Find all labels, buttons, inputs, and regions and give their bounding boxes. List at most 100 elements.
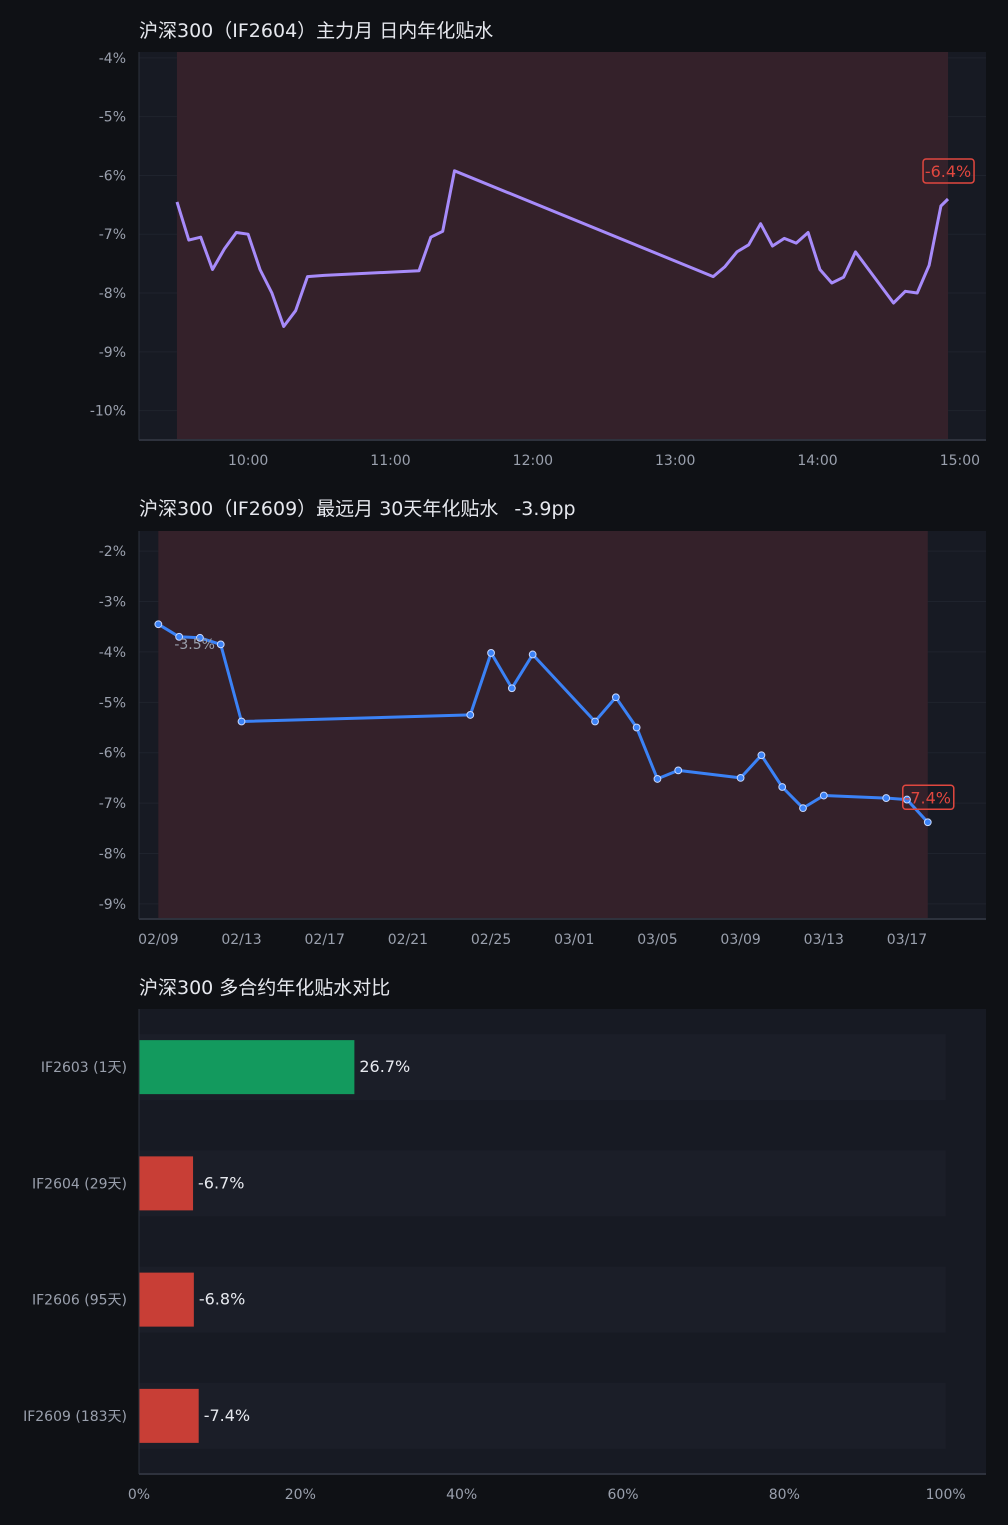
x-tick-label: 02/13 — [221, 932, 261, 948]
row-band — [139, 1266, 946, 1333]
data-point — [237, 717, 246, 726]
y-tick-label: -9% — [99, 897, 126, 913]
data-point — [778, 783, 787, 791]
y-tick-label: -5% — [99, 695, 126, 711]
intraday-y-ticks: -4% -5% -6% -7% -8% -9% -10% — [90, 51, 126, 420]
intraday-chart: 沪深300（IF2604）主力月 日内年化贴水 -4%-5%-6%-7%-8%-… — [90, 20, 986, 469]
data-point — [591, 717, 599, 726]
y-tick-label: -9% — [99, 345, 126, 361]
data-point — [736, 774, 745, 782]
x-tick-label: 60% — [607, 1487, 638, 1503]
y-tick-label: -2% — [99, 544, 126, 560]
bar — [139, 1040, 355, 1095]
intraday-last-value-annotation: -6.4% — [922, 158, 975, 184]
data-point — [466, 711, 475, 719]
y-tick-label: -5% — [99, 110, 126, 126]
x-tick-label: 03/17 — [887, 932, 927, 948]
x-tick-label: 0% — [128, 1487, 150, 1503]
intraday-negative-fill — [176, 52, 949, 440]
y-tick-label: -7% — [99, 796, 126, 812]
term-change-label: -3.9pp — [514, 498, 575, 520]
data-point — [674, 766, 683, 775]
y-tick-label: -8% — [99, 846, 126, 862]
bar-value-label: -7.4% — [204, 1406, 250, 1425]
data-point — [632, 723, 641, 732]
data-point — [528, 650, 537, 659]
bar-value-label: -6.8% — [199, 1290, 245, 1309]
x-tick-label: 02/17 — [305, 932, 345, 948]
term-chart-title: 沪深300（IF2609）最远月 30天年化贴水 -3.9pp — [139, 498, 576, 520]
intraday-last-value-label: -6.4% — [925, 162, 971, 181]
data-point — [903, 795, 911, 804]
y-tick-label: -8% — [99, 286, 126, 302]
row-band — [139, 1150, 946, 1217]
x-tick-label: 10:00 — [228, 453, 268, 469]
data-point — [923, 818, 932, 827]
category-label: IF2606 (95天) — [32, 1293, 127, 1309]
term-points — [154, 620, 932, 827]
bar — [139, 1388, 199, 1443]
x-tick-label: 80% — [769, 1487, 800, 1503]
data-point — [175, 632, 184, 641]
data-point — [799, 804, 807, 813]
intraday-x-ticks: 10:00 11:00 12:00 13:00 14:00 15:00 — [228, 453, 980, 469]
data-point — [653, 775, 662, 783]
y-tick-label: -7% — [99, 227, 126, 243]
y-tick-label: -4% — [99, 645, 126, 661]
term-title-text: 沪深300（IF2609）最远月 30天年化贴水 — [139, 498, 498, 520]
bar-value-label: -6.7% — [198, 1173, 244, 1192]
y-tick-label: -6% — [99, 746, 126, 762]
data-point — [154, 620, 163, 629]
term-start-label: -3.5% — [174, 637, 215, 653]
x-tick-label: 03/01 — [554, 932, 594, 948]
bar — [139, 1272, 194, 1327]
data-point — [196, 633, 204, 642]
x-tick-label: 03/05 — [637, 932, 677, 948]
data-point — [507, 684, 516, 693]
data-point — [882, 794, 891, 802]
x-tick-label: 20% — [285, 1487, 316, 1503]
category-label: IF2609 (183天) — [23, 1409, 127, 1425]
x-tick-label: 02/21 — [388, 932, 428, 948]
x-tick-label: 02/25 — [471, 932, 511, 948]
x-tick-label: 15:00 — [940, 453, 980, 469]
data-point — [216, 640, 225, 649]
bar-value-label: 26.7% — [359, 1057, 410, 1076]
term-last-value-annotation: -7.4% — [902, 784, 955, 811]
y-tick-label: -3% — [99, 595, 126, 611]
data-point — [819, 791, 828, 800]
y-tick-label: -6% — [99, 168, 126, 184]
term-y-ticks: -2% -3% -4% -5% -6% -7% -8% -9% — [99, 544, 126, 913]
term-series-line — [157, 622, 929, 824]
x-tick-label: 12:00 — [513, 453, 553, 469]
contracts-chart-title: 沪深300 多合约年化贴水对比 — [139, 977, 390, 999]
term-last-value-label: -7.4% — [905, 788, 951, 807]
term-x-ticks: 02/09 02/13 02/17 02/21 02/25 03/01 03/05 03/09… — [138, 932, 927, 948]
term-chart: 沪深300（IF2609）最远月 30天年化贴水 -3.9pp -2% -3% -4%… — [99, 498, 986, 948]
contracts-row-bands — [139, 1034, 946, 1449]
intraday-chart-title: 沪深300（IF2604）主力月 日内年化贴水 — [139, 20, 493, 42]
intraday-series-line — [175, 169, 950, 328]
contracts-bars: 26.7% IF2603 (1天) -6.7% IF2604 (29天) -6.8% IF… — [23, 1040, 410, 1443]
x-tick-label: 13:00 — [655, 453, 695, 469]
x-tick-label: 100% — [926, 1487, 966, 1503]
x-tick-label: 11:00 — [370, 453, 410, 469]
x-tick-label: 02/09 — [138, 932, 178, 948]
category-label: IF2604 (29天) — [32, 1176, 127, 1192]
bar — [139, 1156, 194, 1211]
data-point — [757, 751, 766, 760]
category-label: IF2603 (1天) — [41, 1060, 127, 1076]
x-tick-label: 03/13 — [804, 932, 844, 948]
contracts-chart: 沪深300 多合约年化贴水对比 26.7% IF2603 (1天) -6.7% IF2… — [23, 977, 986, 1503]
x-tick-label: 14:00 — [797, 453, 837, 469]
x-tick-label: 40% — [446, 1487, 477, 1503]
y-tick-label: -10% — [90, 404, 126, 420]
data-point — [611, 693, 620, 702]
row-band — [139, 1382, 946, 1449]
y-tick-label: -4% — [99, 51, 126, 67]
contracts-x-ticks: 0% 20% 40% 60% 80% 100% — [128, 1487, 966, 1503]
x-tick-label: 03/09 — [720, 932, 760, 948]
data-point — [487, 649, 495, 657]
term-negative-fill — [158, 531, 928, 919]
